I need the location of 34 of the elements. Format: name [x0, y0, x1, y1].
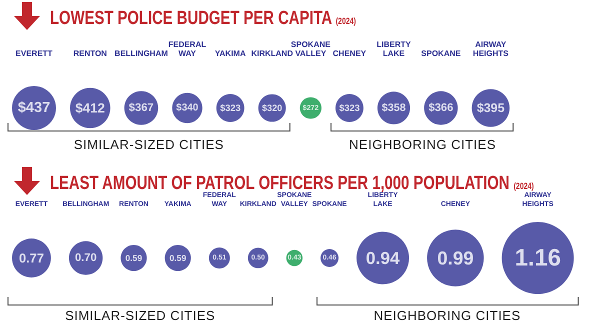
data-label: $320: [262, 103, 282, 113]
text: (2024): [514, 181, 534, 191]
data-label: 0.59: [125, 253, 142, 263]
data-label: $366: [428, 102, 454, 114]
data-label: 0.77: [18, 250, 44, 266]
data-label: $323: [220, 103, 241, 113]
data-label: $323: [339, 103, 360, 113]
data-label: $340: [176, 102, 199, 114]
text: SIMILAR-SIZED CITIES: [65, 308, 216, 323]
category-label: EVERETT: [16, 49, 53, 58]
text: NEIGHBORING CITIES: [374, 308, 521, 323]
category-label: SPOKANE: [421, 49, 462, 58]
category-label: YAKIMA: [214, 49, 246, 58]
data-label: 0.94: [366, 248, 400, 268]
data-label: $437: [18, 100, 50, 116]
data-label: $395: [476, 101, 505, 115]
category-label: AIRWAY HEIGHTS: [472, 40, 510, 58]
category-label: KIRKLAND: [251, 49, 294, 58]
category-label: CHENEY: [332, 49, 367, 58]
data-label: $412: [75, 100, 105, 116]
data-label: $358: [382, 102, 406, 114]
text: SIMILAR-SIZED CITIES: [74, 137, 224, 152]
category-label: RENTON: [73, 49, 108, 58]
data-label: 0.59: [169, 253, 186, 263]
data-label: 1.16: [514, 244, 561, 272]
text: NEIGHBORING CITIES: [349, 137, 496, 152]
data-label: $367: [128, 102, 154, 114]
data-label: 0.99: [437, 248, 474, 268]
category-label: BELLINGHAM: [114, 49, 168, 58]
text: LOWEST POLICE BUDGET PER CAPITA: [50, 8, 332, 29]
text: (2024): [336, 16, 356, 26]
category-label: FEDERAL WAY: [168, 40, 206, 58]
data-label: 0.70: [74, 252, 97, 264]
category-label: LIBERTY LAKE: [376, 40, 412, 58]
